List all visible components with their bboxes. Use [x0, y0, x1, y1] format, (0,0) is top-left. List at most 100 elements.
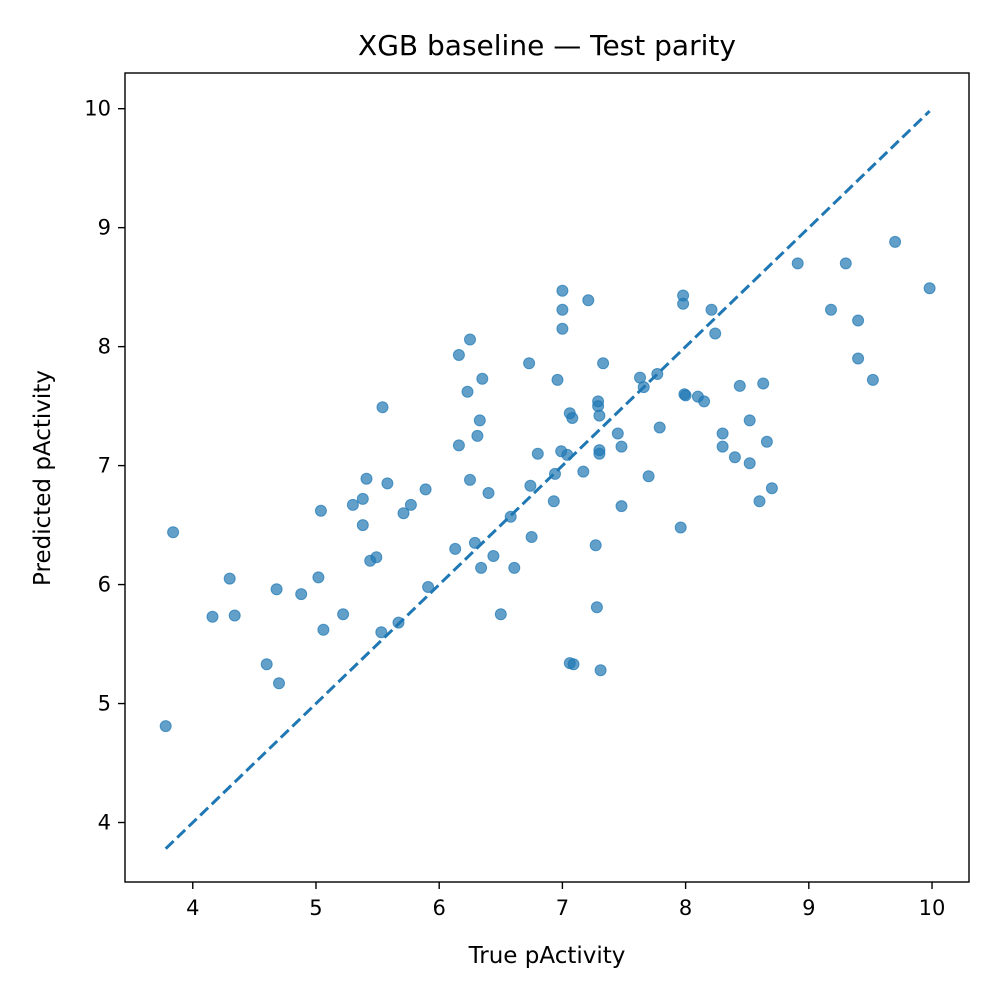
- data-point: [728, 451, 741, 464]
- data-point: [356, 519, 369, 532]
- data-point: [923, 282, 936, 295]
- data-point: [260, 658, 273, 671]
- y-tick-label: 8: [98, 335, 111, 359]
- data-point: [464, 333, 476, 346]
- parity-line: [164, 110, 931, 850]
- data-point: [709, 327, 722, 340]
- y-tick-label: 4: [98, 811, 111, 835]
- data-point: [476, 372, 489, 385]
- y-tick-label: 9: [98, 216, 111, 240]
- data-point: [381, 477, 394, 490]
- data-point: [370, 551, 383, 564]
- data-point: [611, 427, 624, 440]
- data-point: [757, 377, 770, 390]
- data-point: [597, 357, 610, 370]
- data-point: [547, 495, 560, 508]
- x-tick-label: 5: [309, 896, 322, 920]
- data-point: [765, 482, 778, 495]
- data-point: [449, 542, 462, 555]
- data-point: [487, 550, 500, 562]
- data-point: [791, 257, 804, 270]
- data-point: [556, 322, 569, 335]
- data-point: [760, 435, 773, 448]
- data-point: [312, 571, 325, 584]
- y-axis-label: Predicted pActivity: [30, 370, 56, 586]
- data-point: [314, 504, 327, 517]
- data-point: [464, 473, 476, 486]
- x-tick-label: 4: [186, 896, 199, 920]
- data-point: [852, 314, 865, 327]
- data-point: [642, 470, 655, 483]
- data-point: [525, 531, 538, 543]
- data-point: [473, 414, 486, 427]
- data-point: [593, 409, 606, 422]
- data-point: [743, 457, 756, 470]
- data-point: [508, 561, 521, 574]
- plot-area: [159, 110, 936, 850]
- data-point: [615, 440, 628, 453]
- data-point: [753, 495, 766, 508]
- data-point: [482, 487, 495, 499]
- data-point: [582, 294, 595, 307]
- data-point: [866, 373, 879, 386]
- data-point: [159, 720, 172, 733]
- x-tick-label: 6: [433, 896, 446, 920]
- data-point: [376, 401, 389, 414]
- data-point: [653, 421, 666, 434]
- chart-title: XGB baseline — Test parity: [358, 29, 736, 62]
- data-point: [531, 447, 544, 460]
- data-point: [839, 257, 852, 270]
- data-point: [337, 608, 350, 621]
- data-point: [524, 479, 537, 492]
- data-point: [716, 440, 729, 453]
- data-point: [716, 427, 729, 440]
- x-tick-label: 10: [919, 896, 946, 920]
- data-point: [825, 303, 837, 316]
- data-point: [556, 303, 569, 316]
- data-point: [615, 500, 628, 513]
- data-point: [494, 608, 507, 621]
- x-tick-label: 8: [679, 896, 692, 920]
- plot-frame: [124, 72, 970, 883]
- y-tick-label: 6: [98, 573, 111, 597]
- data-point: [404, 498, 417, 511]
- data-point: [356, 492, 369, 505]
- data-point: [577, 465, 590, 478]
- y-tick-label: 7: [98, 454, 111, 478]
- data-point: [228, 609, 241, 622]
- data-point: [273, 677, 285, 690]
- data-point: [889, 235, 902, 248]
- data-point: [223, 572, 236, 585]
- data-point: [593, 447, 606, 460]
- x-tick-label: 7: [556, 896, 569, 920]
- x-axis-label: True pActivity: [468, 943, 626, 969]
- data-point: [594, 664, 607, 677]
- data-point: [475, 561, 488, 574]
- data-point: [346, 498, 359, 511]
- data-point: [452, 349, 465, 361]
- data-point: [422, 581, 435, 593]
- data-point: [589, 539, 602, 552]
- data-point: [295, 588, 308, 601]
- y-tick-label: 10: [84, 97, 111, 121]
- data-point: [677, 297, 690, 310]
- data-point: [375, 626, 388, 639]
- y-tick-label: 5: [98, 692, 111, 716]
- data-point: [590, 601, 603, 614]
- data-point: [452, 439, 465, 452]
- data-point: [733, 379, 746, 392]
- data-point: [556, 284, 569, 297]
- data-point: [317, 623, 330, 636]
- data-point: [566, 412, 579, 424]
- data-point: [705, 303, 718, 316]
- data-point: [551, 373, 564, 386]
- data-point: [743, 414, 756, 427]
- data-point: [270, 583, 283, 596]
- data-point: [461, 385, 474, 398]
- data-point: [206, 610, 219, 623]
- data-point: [674, 521, 687, 534]
- data-point: [167, 526, 180, 539]
- data-point: [679, 389, 692, 402]
